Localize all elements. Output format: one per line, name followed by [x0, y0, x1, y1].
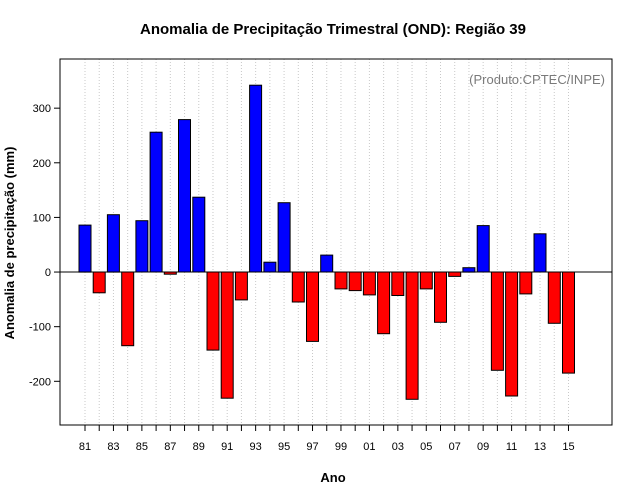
- x-tick-label: 99: [335, 441, 347, 453]
- x-axis-label: Ano: [320, 470, 345, 485]
- bar-06: [434, 271, 447, 323]
- y-tick-label: 200: [33, 158, 51, 170]
- bar-13: [533, 233, 547, 273]
- bar-02: [377, 271, 391, 335]
- bar-85: [135, 220, 149, 273]
- y-axis: -200 -100 0 100 200 300: [29, 103, 60, 388]
- bar-81: [78, 224, 92, 273]
- x-tick-label: 89: [193, 441, 205, 453]
- x-tick-label: 83: [107, 441, 119, 453]
- bar-82: [92, 271, 106, 294]
- x-tick-label: 91: [221, 441, 233, 453]
- x-tick-label: 87: [164, 441, 176, 453]
- bar-83: [106, 214, 120, 273]
- x-tick-label: 13: [534, 441, 546, 453]
- bar-90: [206, 271, 220, 351]
- x-tick-label: 93: [250, 441, 262, 453]
- bar-88: [178, 119, 191, 273]
- y-tick-label: 100: [33, 212, 51, 224]
- credit-annotation: (Produto:CPTEC/INPE): [469, 72, 605, 87]
- bar-01: [362, 271, 376, 296]
- bar-05: [419, 271, 433, 290]
- bar-89: [192, 196, 206, 273]
- x-tick-label: 95: [278, 441, 290, 453]
- bar-10: [490, 271, 504, 371]
- bar-11: [505, 271, 519, 397]
- x-tick-label: 09: [477, 441, 489, 453]
- x-axis: 81 83 85 87 89 91 93 95 97 99 01 03 05 07 09 11 13 15: [79, 425, 575, 453]
- plot-frame: [59, 58, 613, 426]
- bar-84: [121, 271, 135, 347]
- y-axis-label: Anomalia de precipitação (mm): [2, 147, 17, 340]
- bar-15: [562, 271, 575, 374]
- bars: [78, 84, 575, 400]
- bar-03: [391, 271, 405, 296]
- chart-title: Anomalia de Precipitação Trimestral (OND…: [140, 21, 526, 38]
- bar-94: [263, 261, 277, 273]
- bar-12: [519, 271, 533, 295]
- bar-14: [547, 271, 561, 324]
- bar-97: [306, 271, 319, 342]
- bar-04: [405, 271, 419, 400]
- bar-91: [220, 271, 234, 399]
- bar-86: [149, 131, 163, 273]
- bar-92: [234, 271, 248, 301]
- bar-08: [462, 267, 476, 273]
- bar-00: [348, 271, 362, 292]
- y-tick-label: -200: [29, 376, 51, 388]
- x-tick-label: 01: [363, 441, 375, 453]
- y-tick-label: 300: [33, 103, 51, 115]
- x-tick-label: 03: [392, 441, 404, 453]
- bar-93: [249, 84, 263, 273]
- bar-95: [277, 202, 291, 273]
- bar-09: [476, 225, 490, 273]
- x-tick-label: 07: [449, 441, 461, 453]
- bar-98: [320, 254, 334, 273]
- y-tick-label: -100: [29, 322, 51, 334]
- x-tick-label: 11: [506, 441, 517, 453]
- bar-07: [448, 271, 462, 277]
- x-tick-label: 85: [136, 441, 148, 453]
- x-tick-label: 15: [562, 441, 574, 453]
- bar-99: [334, 271, 348, 290]
- x-tick-label: 97: [306, 441, 318, 453]
- x-tick-label: 81: [79, 441, 91, 453]
- x-tick-label: 05: [420, 441, 432, 453]
- y-tick-label: 0: [45, 267, 51, 279]
- bar-96: [291, 271, 305, 303]
